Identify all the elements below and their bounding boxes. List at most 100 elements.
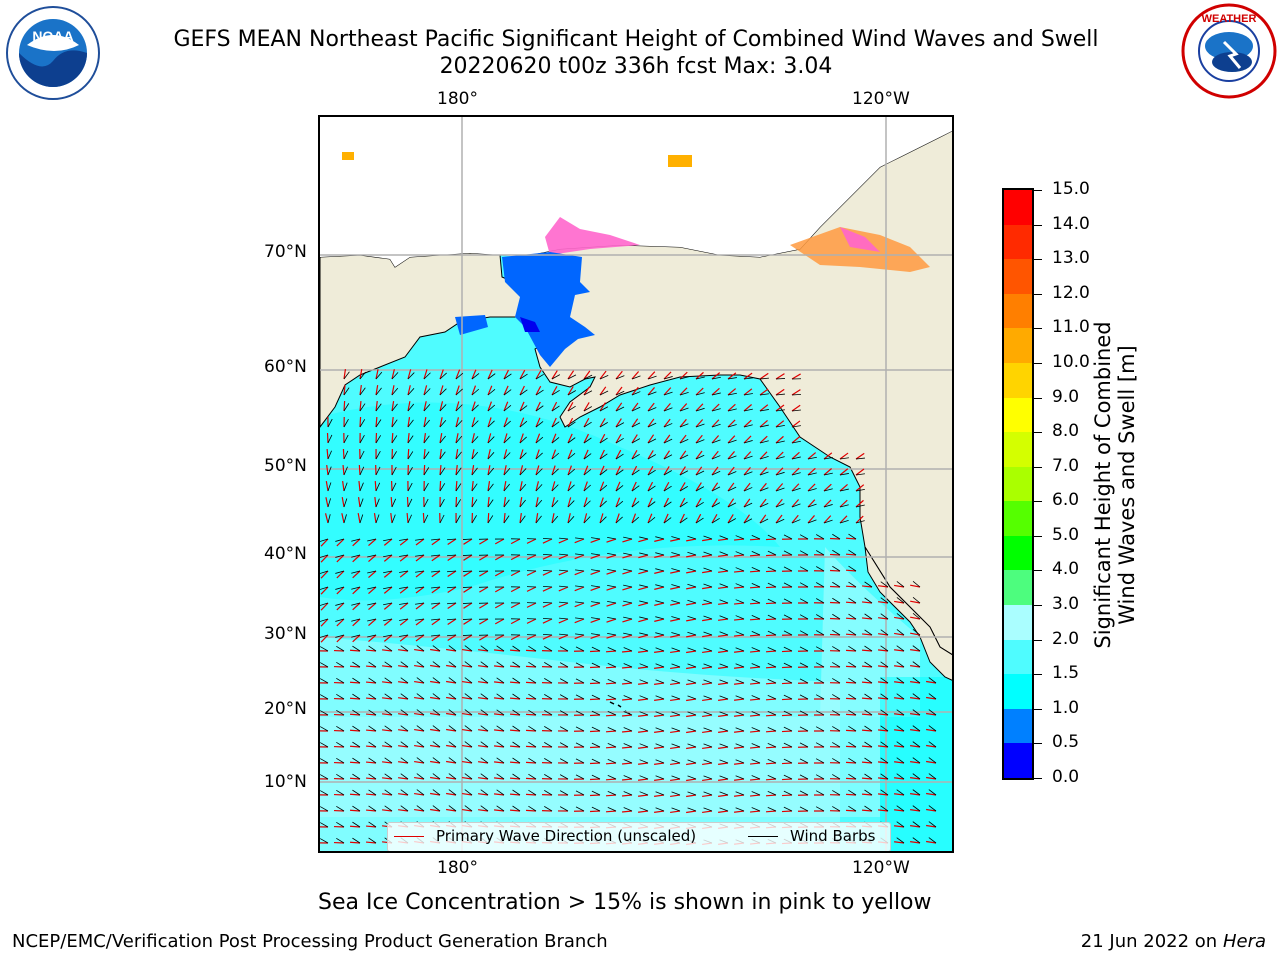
wave-direction-arrow	[399, 570, 409, 578]
wave-direction-arrow	[414, 792, 425, 796]
wave-direction-arrow	[525, 777, 537, 780]
wave-direction-arrow	[487, 385, 493, 396]
wave-direction-arrow	[349, 777, 361, 780]
wind-barb	[496, 709, 505, 716]
wind-barb	[639, 536, 649, 540]
wave-direction-arrow	[695, 371, 704, 380]
wave-direction-arrow	[455, 417, 460, 428]
wave-direction-arrow	[679, 482, 686, 492]
wind-barb	[320, 742, 329, 748]
wave-direction-arrow	[551, 370, 558, 380]
wind-barb	[399, 538, 409, 541]
wave-direction-arrow	[462, 696, 473, 700]
wind-barb	[711, 376, 721, 380]
wind-barb	[551, 452, 560, 460]
wind-barb	[400, 709, 409, 716]
wind-barb	[455, 499, 462, 508]
wind-barb	[751, 791, 761, 796]
wave-direction-arrow	[398, 665, 409, 668]
wave-direction-arrow	[478, 777, 489, 780]
wind-barb	[551, 374, 561, 380]
wind-barb	[655, 600, 665, 604]
wind-barb	[400, 645, 409, 652]
wind-barb	[320, 806, 329, 812]
wave-direction-arrow	[702, 634, 713, 638]
wind-barb	[327, 466, 332, 476]
wind-barb	[711, 455, 721, 460]
wind-barb	[912, 757, 921, 764]
wave-direction-arrow	[654, 602, 665, 606]
wave-direction-arrow	[365, 777, 377, 780]
wind-barb	[462, 602, 473, 604]
wind-barb	[912, 709, 921, 716]
lon-label-top-180: 180°	[437, 89, 478, 109]
wind-barb	[471, 404, 479, 412]
wave-direction-arrow	[845, 537, 857, 540]
wave-direction-arrow	[423, 448, 426, 460]
wind-barb	[559, 678, 569, 684]
wave-direction-arrow	[320, 634, 329, 643]
wind-barb	[896, 805, 905, 812]
wave-direction-arrow	[638, 778, 649, 781]
wave-direction-arrow	[341, 497, 345, 508]
wind-barb	[743, 424, 753, 428]
wind-barb	[336, 773, 345, 780]
wave-direction-arrow	[861, 777, 873, 780]
wave-direction-arrow	[877, 713, 889, 716]
wave-direction-arrow	[829, 617, 841, 620]
wind-barb	[791, 487, 801, 492]
wave-direction-arrow	[781, 778, 793, 781]
wave-direction-arrow	[359, 416, 362, 428]
wave-direction-arrow	[462, 648, 473, 652]
wind-barb	[607, 537, 617, 540]
wind-barb	[416, 741, 425, 748]
wave-direction-arrow	[446, 808, 457, 812]
wind-barb	[703, 679, 713, 684]
wave-direction-arrow	[605, 682, 617, 685]
wave-direction-arrow	[894, 809, 905, 812]
wave-direction-arrow	[494, 554, 505, 561]
wave-direction-arrow	[535, 433, 541, 444]
wave-direction-arrow	[638, 682, 649, 685]
wave-direction-arrow	[509, 761, 521, 764]
wind-barb	[480, 661, 489, 668]
wave-direction-arrow	[877, 745, 889, 748]
wind-barb	[446, 538, 457, 541]
wind-barb	[687, 791, 697, 796]
wave-direction-arrow	[749, 602, 761, 605]
wind-barb	[431, 602, 441, 605]
wave-direction-arrow	[535, 385, 542, 396]
lon-label-bottom-180: 180°	[437, 858, 478, 878]
wave-direction-arrow	[535, 401, 541, 412]
wind-barb	[607, 758, 617, 764]
wind-barb	[631, 391, 641, 396]
wave-direction-arrow	[447, 586, 457, 594]
wind-barb	[679, 407, 689, 412]
wind-barb	[799, 694, 809, 700]
wave-direction-arrow	[606, 602, 617, 607]
wind-barb	[528, 693, 537, 700]
wind-barb	[446, 570, 457, 573]
wind-barb	[735, 679, 745, 684]
wave-direction-arrow	[478, 697, 489, 700]
wind-barb	[783, 566, 793, 572]
wave-direction-arrow	[638, 618, 649, 623]
wave-direction-arrow	[430, 744, 441, 748]
wind-barb	[607, 569, 617, 572]
wave-direction-arrow	[749, 762, 761, 765]
wind-barb	[336, 661, 345, 668]
wind-barb	[343, 403, 350, 412]
nws-logo: WEATHER	[1181, 3, 1277, 99]
wind-barb	[591, 662, 601, 668]
wave-direction-arrow	[535, 465, 540, 476]
wave-direction-arrow	[383, 634, 393, 642]
wind-barb	[623, 743, 633, 748]
wind-barb	[783, 662, 793, 668]
wind-barb	[559, 646, 569, 652]
colorbar-tick-label: 1.5	[1052, 663, 1080, 684]
wave-direction-arrow	[749, 554, 761, 557]
wave-direction-arrow	[654, 778, 665, 781]
wave-direction-arrow	[399, 554, 409, 562]
wind-barb	[639, 775, 649, 780]
wind-barb	[671, 743, 681, 748]
